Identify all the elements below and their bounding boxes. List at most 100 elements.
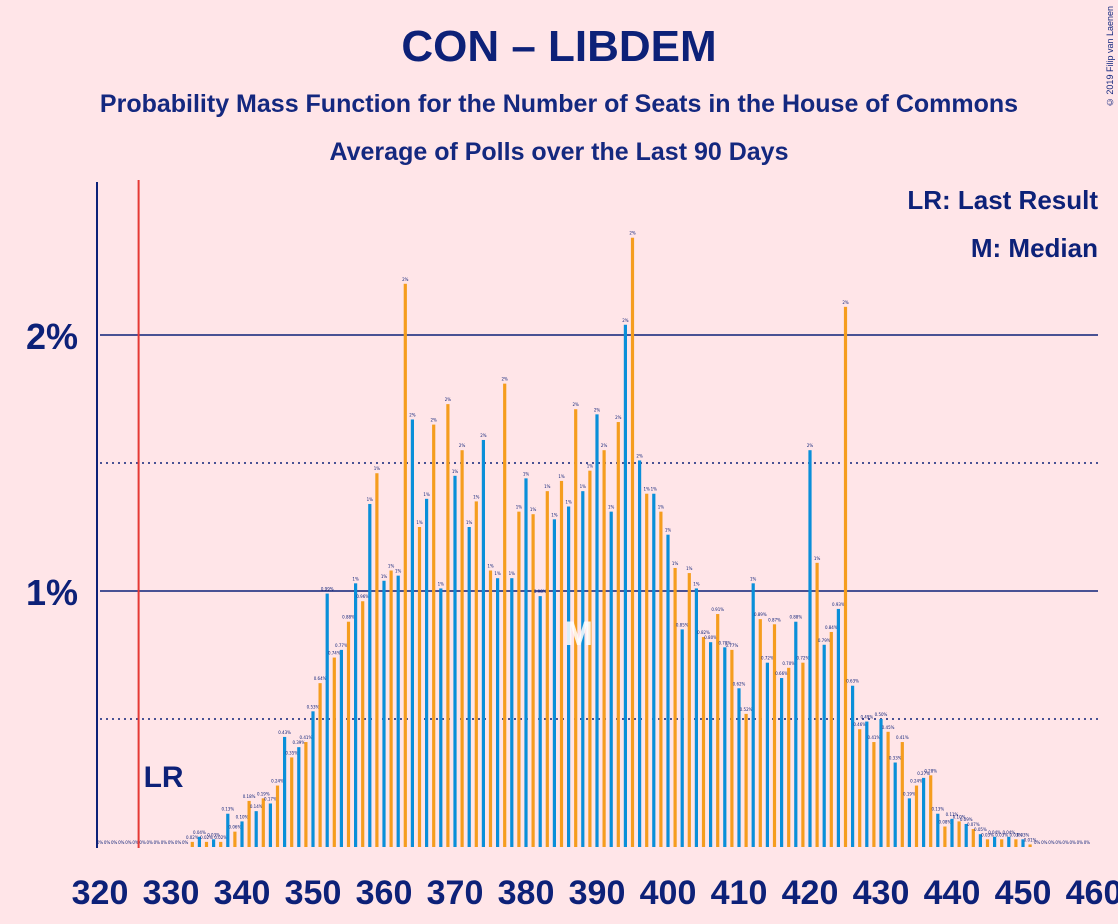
bar (687, 573, 691, 847)
bar (417, 527, 422, 847)
bar (311, 711, 315, 847)
bar-value-label: 1% (523, 471, 530, 476)
bar-value-label: 1% (686, 566, 693, 571)
bar-value-label: 1% (438, 581, 445, 586)
bar (354, 583, 358, 847)
bar-value-label: 0.84% (825, 625, 838, 630)
bar-value-label: 0% (1077, 840, 1084, 845)
bar (283, 736, 287, 847)
bar-value-label: 0.24% (910, 779, 923, 784)
bar-value-label: 1% (423, 492, 430, 497)
bar-value-label: 0.11% (946, 812, 959, 817)
bar (503, 383, 507, 847)
bar-value-label: 0.03% (207, 832, 220, 837)
bar-value-label: 0.41% (896, 735, 909, 740)
bar (261, 798, 265, 847)
bar-value-label: 0% (1055, 840, 1062, 845)
bar (453, 475, 457, 847)
bar (545, 491, 549, 847)
bar-value-label: 1% (651, 487, 658, 492)
bar-value-label: 0.72% (761, 656, 774, 661)
bar (332, 657, 336, 847)
bar (219, 841, 223, 847)
bar-value-label: 0% (1034, 840, 1041, 845)
bar (346, 621, 351, 847)
bar (907, 798, 911, 847)
bar-value-label: 0.04% (988, 830, 1001, 835)
bar (701, 637, 706, 847)
bar (389, 570, 393, 847)
bar-value-label: 0.05% (974, 827, 987, 832)
bar-value-label: 0.77% (726, 643, 739, 648)
bar (226, 813, 230, 847)
bar (439, 588, 443, 847)
bar-value-label: 0.78% (718, 640, 731, 645)
bar (538, 596, 542, 847)
bar (900, 742, 904, 847)
bar-value-label: 0.98% (534, 589, 547, 594)
bar-value-label: 2% (502, 377, 509, 382)
bar-value-label: 2% (842, 300, 849, 305)
bar (659, 511, 663, 847)
bar (204, 841, 209, 847)
bar-value-label: 0.02% (214, 835, 227, 840)
bar-value-label: 0.85% (676, 622, 689, 627)
bar-value-label: 0.96% (356, 594, 369, 599)
bar-value-label: 0% (161, 840, 168, 845)
bar-value-label: 1% (580, 484, 587, 489)
bar (432, 424, 436, 847)
bar-value-label: 0% (1070, 840, 1077, 845)
bar-value-label: 1% (658, 505, 665, 510)
bar-value-label: 2% (573, 402, 580, 407)
bar (396, 575, 400, 847)
bar-value-label: 1% (587, 464, 594, 469)
bar-value-label: 2% (615, 415, 622, 420)
bar (524, 478, 528, 847)
bar (815, 562, 819, 847)
bar-value-label: 0.04% (193, 830, 206, 835)
bar-value-label: 0.77% (335, 643, 348, 648)
bar-value-label: 0.33% (889, 756, 902, 761)
bar-value-label: 0% (168, 840, 175, 845)
bar (645, 493, 649, 847)
bar (638, 460, 642, 847)
bar-value-label: 0.70% (782, 661, 795, 666)
bar-value-label: 0.88% (342, 615, 355, 620)
x-tick-label: 400 (640, 874, 697, 912)
x-tick-label: 440 (924, 874, 981, 912)
bar-value-label: 2% (629, 231, 636, 236)
bar-value-label: 1% (551, 512, 558, 517)
x-tick-label: 320 (72, 874, 129, 912)
bar-value-label: 0.74% (328, 651, 341, 656)
bar (254, 811, 258, 847)
bar-value-label: 0.02% (186, 835, 199, 840)
bar-value-label: 0% (111, 840, 118, 845)
bar-value-label: 0% (1062, 840, 1069, 845)
bar-value-label: 1% (352, 576, 359, 581)
bar-value-label: 0% (147, 840, 154, 845)
bar (297, 747, 301, 847)
bar-value-label: 0.03% (1010, 832, 1023, 837)
bar (865, 721, 869, 847)
bar-value-label: 0.63% (846, 679, 859, 684)
bar-value-label: 0.19% (903, 791, 916, 796)
bar (730, 649, 734, 847)
chart-title: CON – LIBDEM (401, 22, 717, 71)
bar-value-label: 1% (693, 581, 700, 586)
bar-value-label: 2% (431, 418, 438, 423)
bar-value-label: 2% (594, 407, 601, 412)
bar (851, 685, 855, 847)
bar (985, 839, 990, 847)
bar-value-label: 0% (125, 840, 132, 845)
bar-value-label: 0.39% (292, 740, 305, 745)
bar (808, 450, 812, 847)
bar (936, 813, 940, 847)
bar-value-label: 0.28% (924, 768, 937, 773)
bar (602, 450, 606, 847)
bar (382, 580, 386, 847)
bar-value-label: 0.64% (314, 676, 327, 681)
bar-value-label: 0.18% (243, 794, 256, 799)
bar (957, 821, 961, 847)
bar (368, 503, 372, 847)
bar-value-label: 1% (473, 494, 480, 499)
